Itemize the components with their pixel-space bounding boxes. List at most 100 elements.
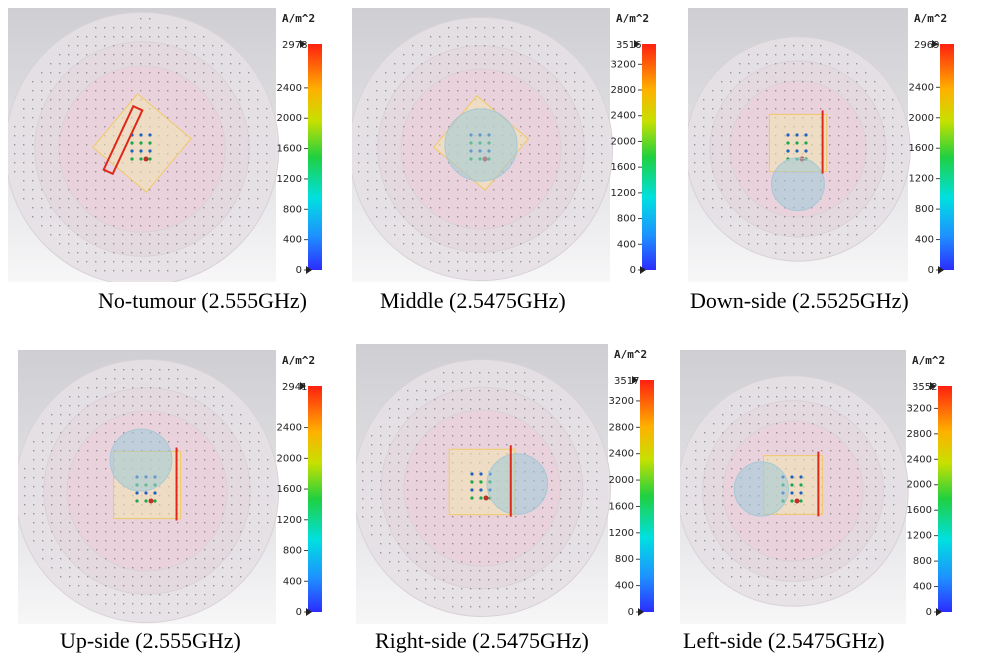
colorbar-unit: A/m^2 [614, 348, 647, 361]
field-vector-grid [24, 369, 269, 614]
colorbar-tick-label: 1600 [907, 505, 932, 516]
max-arrow-icon [932, 40, 938, 48]
colorbar-tick-label: 1200 [909, 174, 934, 185]
colorbar-tick-label: 1200 [907, 531, 932, 542]
current-hotspots [130, 133, 152, 162]
colorbar-tick-label: 800 [617, 214, 636, 225]
colorbar-tick-label: 1200 [609, 528, 634, 539]
panel-right-side: A/m^2 3517 3200 2800 2400 2000 1600 1200 800 400 0 [356, 344, 680, 624]
tumour [486, 453, 549, 515]
panel-left-side: A/m^2 3552 3200 2800 2400 2000 1600 1200 800 400 0 [680, 350, 978, 624]
tumour [109, 428, 173, 492]
colorbar-tick-label: 2000 [277, 453, 302, 464]
panel-caption: Down-side (2.5525GHz) [690, 288, 909, 313]
colorbar-max-label: 2978 [282, 40, 307, 51]
colorbar-tick-label: 800 [915, 204, 934, 215]
colorbar-unit: A/m^2 [282, 354, 315, 367]
colorbar [642, 44, 656, 270]
colorbar-tick-label: 1600 [611, 162, 636, 173]
colorbar [640, 380, 654, 612]
field-plot-up-side: A/m^2 2941 2400 2000 1600 1200 800 400 0 [18, 350, 322, 624]
colorbar-tick-label: 0 [628, 607, 634, 618]
colorbar-tick-label: 3200 [609, 396, 634, 407]
colorbar [308, 44, 322, 270]
colorbar-tick-label: 2400 [277, 83, 302, 94]
colorbar-tick-label: 2000 [909, 113, 934, 124]
colorbar-tick-label: 3200 [611, 59, 636, 70]
panel-no-tumour: A/m^2 2978 2400 2000 1600 1200 800 400 0 [8, 8, 348, 282]
min-arrow-icon [640, 266, 646, 274]
colorbar-max-label: 3516 [616, 40, 641, 51]
colorbar-tick-label: 1200 [277, 174, 302, 185]
panel-caption: Up-side (2.555GHz) [60, 628, 241, 653]
tumour [444, 108, 518, 182]
colorbar-max-label: 3517 [614, 376, 639, 387]
colorbar-tick-label: 2400 [907, 454, 932, 465]
panel-up-side: A/m^2 2941 2400 2000 1600 1200 800 400 0 [18, 350, 348, 624]
colorbar-unit: A/m^2 [282, 12, 315, 25]
colorbar-tick-label: 0 [926, 607, 932, 618]
colorbar-tick-label: 0 [296, 265, 302, 276]
colorbar-max-label: 2941 [282, 382, 307, 393]
colorbar [308, 386, 322, 612]
colorbar-tick-label: 400 [915, 235, 934, 246]
tumour [771, 157, 825, 212]
colorbar-tick-label: 400 [283, 235, 302, 246]
panel-caption: Left-side (2.5475GHz) [683, 628, 885, 653]
panel-middle: A/m^2 3516 3200 2800 2400 2000 1600 1200 800 400 0 [352, 8, 682, 282]
colorbar-tick-label: 1600 [277, 484, 302, 495]
max-arrow-icon [632, 376, 638, 384]
colorbar-max-label: 3552 [912, 382, 937, 393]
max-arrow-icon [634, 40, 640, 48]
min-arrow-icon [306, 266, 312, 274]
colorbar-tick-label: 400 [615, 581, 634, 592]
colorbar-unit: A/m^2 [912, 354, 945, 367]
min-arrow-icon [638, 608, 644, 616]
colorbar-tick-label: 1200 [277, 515, 302, 526]
colorbar-tick-label: 800 [283, 204, 302, 215]
colorbar [938, 386, 952, 612]
min-arrow-icon [306, 608, 312, 616]
colorbar-max-label: 2969 [914, 40, 939, 51]
field-plot-right-side: A/m^2 3517 3200 2800 2400 2000 1600 1200 800 400 0 [356, 344, 654, 624]
max-arrow-icon [930, 382, 936, 390]
colorbar-tick-label: 400 [617, 239, 636, 250]
field-plot-left-side: A/m^2 3552 3200 2800 2400 2000 1600 1200 800 400 0 [680, 350, 952, 624]
colorbar-tick-label: 800 [913, 556, 932, 567]
colorbar-tick-label: 0 [928, 265, 934, 276]
colorbar-tick-label: 2400 [277, 423, 302, 434]
min-arrow-icon [936, 608, 942, 616]
colorbar-tick-label: 1200 [611, 188, 636, 199]
field-plot-middle: A/m^2 3516 3200 2800 2400 2000 1600 1200 800 400 0 [352, 8, 656, 282]
colorbar-tick-label: 2000 [611, 136, 636, 147]
min-arrow-icon [938, 266, 944, 274]
colorbar-tick-label: 0 [296, 607, 302, 618]
colorbar-tick-label: 2800 [609, 422, 634, 433]
panel-caption: No-tumour (2.555GHz) [98, 288, 307, 313]
colorbar-tick-label: 1600 [609, 501, 634, 512]
feed-line [102, 104, 144, 176]
field-plot-down-side: A/m^2 2969 2400 2000 1600 1200 800 400 0 [688, 8, 954, 282]
colorbar-tick-label: 2000 [277, 113, 302, 124]
colorbar-tick-label: 2800 [907, 429, 932, 440]
colorbar [940, 44, 954, 270]
colorbar-tick-label: 2800 [611, 85, 636, 96]
panel-caption: Middle (2.5475GHz) [380, 288, 566, 313]
colorbar-unit: A/m^2 [914, 12, 947, 25]
colorbar-tick-label: 2400 [611, 111, 636, 122]
colorbar-tick-label: 3200 [907, 403, 932, 414]
panel-down-side: A/m^2 2969 2400 2000 1600 1200 800 400 0 [688, 8, 980, 282]
max-arrow-icon [300, 40, 306, 48]
colorbar-tick-label: 1600 [909, 143, 934, 154]
tumour [733, 461, 789, 517]
panel-caption: Right-side (2.5475GHz) [375, 628, 589, 653]
colorbar-tick-label: 2000 [907, 480, 932, 491]
colorbar-tick-label: 800 [283, 546, 302, 557]
colorbar-tick-label: 2400 [609, 449, 634, 460]
field-plot-no-tumour: A/m^2 2978 2400 2000 1600 1200 800 400 0 [8, 8, 322, 282]
max-arrow-icon [300, 382, 306, 390]
colorbar-tick-label: 0 [630, 265, 636, 276]
colorbar-tick-label: 400 [913, 582, 932, 593]
colorbar-tick-label: 1600 [277, 144, 302, 155]
colorbar-tick-label: 800 [615, 554, 634, 565]
